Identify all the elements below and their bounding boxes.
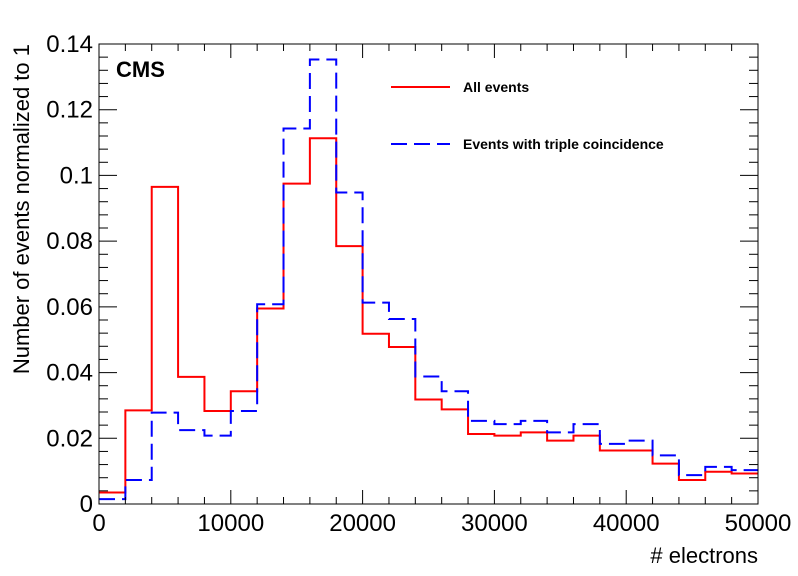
legend-label-triple-coincidence: Events with triple coincidence [463, 136, 664, 152]
y-tick-label: 0 [80, 491, 93, 518]
y-tick-label: 0.1 [60, 162, 93, 189]
y-tick-label: 0.12 [46, 97, 93, 124]
plot-frame [98, 43, 759, 505]
legend-label-all-events: All events [463, 79, 529, 95]
x-tick-label: 10000 [197, 510, 264, 537]
series-layer [99, 58, 758, 501]
y-axis-title: Number of events normalized to 1 [9, 44, 34, 374]
x-tick-label: 0 [92, 510, 105, 537]
y-tick-label: 0.08 [46, 228, 93, 255]
ticks-layer [98, 43, 759, 505]
y-tick-label: 0.04 [46, 360, 93, 387]
tick-labels-layer: 0 10000 20000 30000 40000 50000 0 0.02 0.04 0.06 0… [46, 31, 791, 537]
legend: All events Events with triple coincidenc… [391, 79, 664, 152]
y-tick-label: 0.02 [46, 425, 93, 452]
y-tick-label: 0.06 [46, 294, 93, 321]
cms-label: CMS [116, 57, 165, 82]
series-triple-coincidence-line [99, 58, 758, 501]
x-tick-label: 30000 [461, 510, 528, 537]
y-tick-label: 0.14 [46, 31, 93, 58]
x-tick-label: 40000 [593, 510, 660, 537]
x-axis-title: # electrons [650, 543, 758, 568]
x-tick-label: 20000 [329, 510, 396, 537]
x-tick-label: 50000 [725, 510, 792, 537]
